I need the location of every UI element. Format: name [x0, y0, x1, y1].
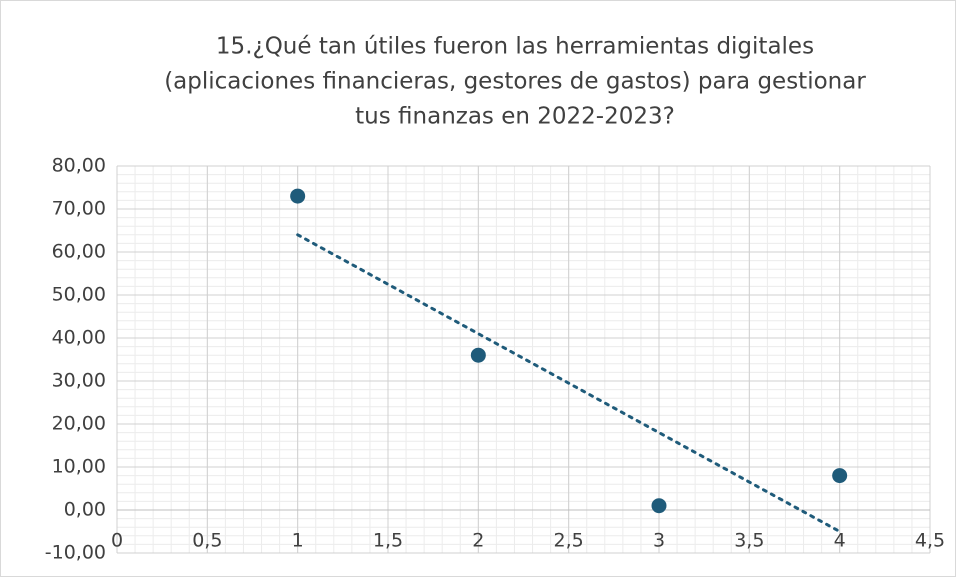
- y-tick-label: 40,00: [52, 327, 106, 349]
- chart-title: (aplicaciones financieras, gestores de g…: [164, 69, 866, 95]
- data-point: [290, 188, 306, 204]
- x-tick-label: 3: [653, 530, 665, 552]
- y-tick-label: 70,00: [52, 198, 106, 220]
- y-tick-label: 80,00: [52, 155, 106, 177]
- x-tick-label: 4,5: [915, 530, 945, 552]
- y-tick-label: 20,00: [52, 413, 106, 435]
- y-tick-label: 30,00: [52, 370, 106, 392]
- x-tick-label: 1,5: [373, 530, 403, 552]
- y-tick-label: -10,00: [45, 542, 106, 564]
- x-tick-label: 0,5: [192, 530, 222, 552]
- y-tick-label: 60,00: [52, 241, 106, 263]
- chart-title: 15.¿Qué tan útiles fueron las herramient…: [216, 34, 814, 60]
- x-tick-label: 1: [292, 530, 304, 552]
- y-tick-label: 10,00: [52, 456, 106, 478]
- y-tick-label: 50,00: [52, 284, 106, 306]
- chart-title: tus finanzas en 2022-2023?: [355, 104, 675, 130]
- x-tick-label: 0: [111, 530, 123, 552]
- trendline: [296, 233, 842, 533]
- x-tick-label: 4: [834, 530, 846, 552]
- x-tick-label: 3,5: [734, 530, 764, 552]
- data-point: [832, 468, 848, 484]
- data-point: [651, 498, 667, 514]
- x-tick-label: 2: [472, 530, 484, 552]
- y-tick-label: 0,00: [64, 499, 106, 521]
- x-tick-label: 2,5: [554, 530, 584, 552]
- data-point: [470, 347, 486, 363]
